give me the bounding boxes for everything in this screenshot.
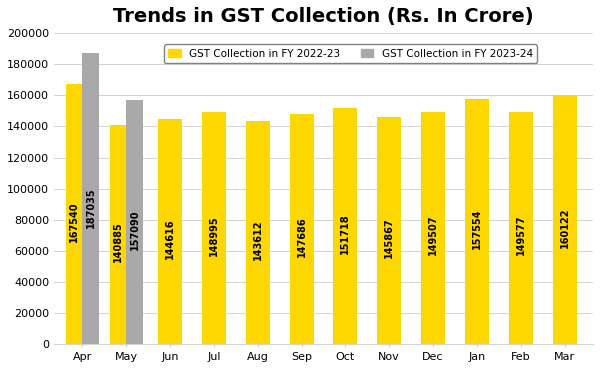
Bar [465,99,489,344]
Bar [421,112,445,344]
Bar [553,95,577,344]
Text: 144616: 144616 [165,218,175,259]
Bar [202,113,226,344]
Bar [126,100,143,344]
Bar [82,53,99,344]
Bar [334,108,358,344]
Bar [66,84,82,344]
Text: 157554: 157554 [472,209,482,249]
Text: 143612: 143612 [253,219,263,259]
Text: 167540: 167540 [69,201,79,242]
Text: 145867: 145867 [384,217,394,258]
Text: 151718: 151718 [340,213,350,254]
Legend: GST Collection in FY 2022-23, GST Collection in FY 2023-24: GST Collection in FY 2022-23, GST Collec… [164,45,537,63]
Bar [509,111,533,344]
Bar [290,114,314,344]
Text: 149507: 149507 [428,215,438,255]
Text: 147686: 147686 [296,216,307,257]
Text: 140885: 140885 [113,221,123,262]
Text: 160122: 160122 [560,207,569,248]
Text: 148995: 148995 [209,215,219,256]
Text: 149577: 149577 [516,215,526,255]
Bar [377,117,401,344]
Title: Trends in GST Collection (Rs. In Crore): Trends in GST Collection (Rs. In Crore) [113,7,534,26]
Bar [158,119,182,344]
Bar [110,125,126,344]
Text: 157090: 157090 [130,209,140,250]
Text: 187035: 187035 [86,187,96,228]
Bar [245,121,270,344]
